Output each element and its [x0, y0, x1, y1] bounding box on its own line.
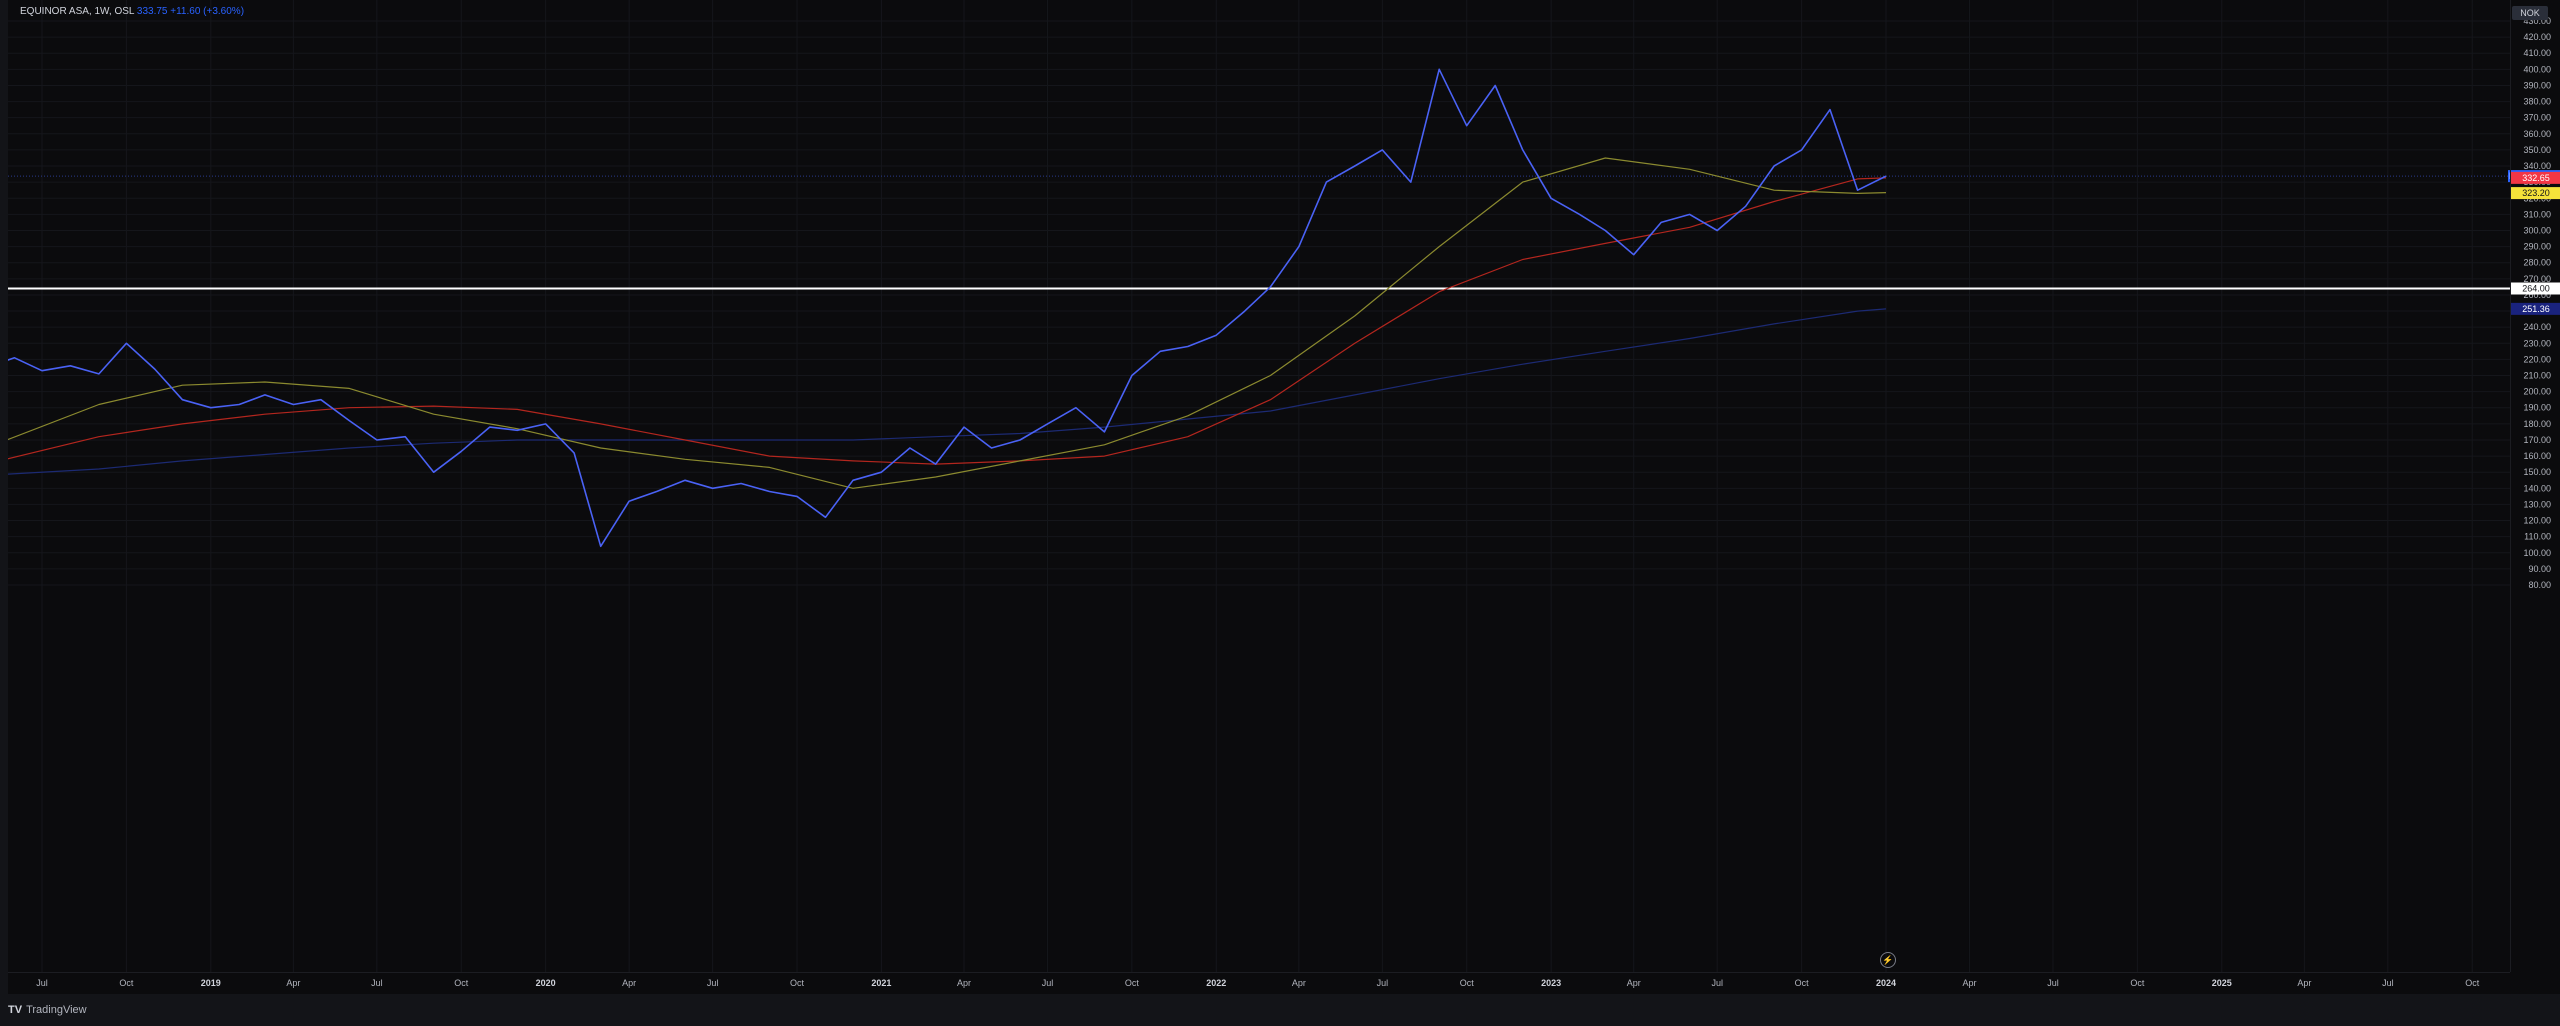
- x-tick-label: Oct: [2465, 978, 2480, 988]
- y-tick-label: 100.00: [2523, 548, 2551, 558]
- y-tick-label: 300.00: [2523, 225, 2551, 235]
- symbol-badge[interactable]: [2508, 170, 2510, 183]
- moving-average-line: [8, 308, 1887, 475]
- x-tick-label: Jul: [2382, 978, 2394, 988]
- y-tick-label: 210.00: [2523, 371, 2551, 381]
- chart-svg[interactable]: EQNR: [8, 0, 2510, 972]
- x-tick-label: Jul: [1711, 978, 1723, 988]
- y-tick-label: 160.00: [2523, 451, 2551, 461]
- x-tick-label: 2020: [536, 978, 556, 988]
- x-tick-label: Oct: [1795, 978, 1810, 988]
- price-badge[interactable]: [2511, 302, 2560, 315]
- price-scale[interactable]: 80.00 90.00 100.00 110.00 120.00 130.00 140.00…: [2510, 0, 2560, 972]
- y-tick-label: 400.00: [2523, 64, 2551, 74]
- tradingview-logo[interactable]: TV TradingView: [8, 1004, 87, 1016]
- y-tick-label: 270.00: [2523, 274, 2551, 284]
- left-edge-bar: [0, 0, 8, 994]
- x-tick-label: Oct: [1460, 978, 1475, 988]
- x-tick-label: Apr: [286, 978, 300, 988]
- x-tick-label: Jul: [2047, 978, 2059, 988]
- y-tick-label: 410.00: [2523, 48, 2551, 58]
- y-tick-label: 360.00: [2523, 129, 2551, 139]
- y-tick-label: 220.00: [2523, 354, 2551, 364]
- y-tick-label: 310.00: [2523, 209, 2551, 219]
- y-tick-label: 390.00: [2523, 80, 2551, 90]
- y-tick-label: 120.00: [2523, 516, 2551, 526]
- moving-average-line: [8, 157, 1887, 489]
- chart-legend[interactable]: EQUINOR ASA, 1W, OSL 333.75 +11.60 (+3.6…: [20, 6, 244, 17]
- y-tick-label: 130.00: [2523, 499, 2551, 509]
- price-badge-value: 323.20: [2522, 188, 2550, 198]
- y-tick-label: 110.00: [2524, 532, 2551, 542]
- symbol-badge-label: EQNR: [2509, 171, 2510, 181]
- y-tick-label: 80.00: [2528, 580, 2551, 590]
- x-tick-label: Oct: [790, 978, 805, 988]
- y-tick-label: 90.00: [2528, 564, 2551, 574]
- y-tick-label: 430.00: [2523, 16, 2551, 26]
- x-tick-label: 2023: [1541, 978, 1561, 988]
- y-tick-label: 290.00: [2523, 242, 2551, 252]
- x-tick-label: Jul: [371, 978, 383, 988]
- currency-badge[interactable]: NOK: [2512, 6, 2548, 20]
- moving-average-line: [8, 177, 1887, 465]
- x-tick-label: Apr: [957, 978, 971, 988]
- brand-label: TradingView: [26, 1004, 87, 1016]
- price-badge[interactable]: [2511, 282, 2560, 295]
- y-tick-label: 200.00: [2523, 387, 2551, 397]
- y-tick-label: 280.00: [2523, 258, 2551, 268]
- x-tick-label: Apr: [1292, 978, 1306, 988]
- y-tick-label: 230.00: [2523, 338, 2551, 348]
- price-badge-value: 264.00: [2522, 283, 2550, 293]
- price-badge[interactable]: [2511, 171, 2560, 184]
- y-tick-label: 380.00: [2523, 97, 2551, 107]
- price-badge[interactable]: [2511, 187, 2560, 200]
- plot-area[interactable]: EQNR EQUINOR ASA, 1W, OSL 333.75 +11.60 …: [8, 0, 2510, 972]
- price-scale-svg[interactable]: 80.00 90.00 100.00 110.00 120.00 130.00 140.00…: [2511, 0, 2560, 972]
- y-tick-label: 350.00: [2523, 145, 2551, 155]
- x-tick-label: 2022: [1206, 978, 1226, 988]
- x-tick-label: Oct: [2130, 978, 2145, 988]
- price-badge-value: 332.65: [2522, 173, 2550, 183]
- x-tick-label: 2024: [1876, 978, 1896, 988]
- time-scale[interactable]: Jul Oct 2019 Apr Jul Oct 2020 Apr Jul Oct 2021 Apr J…: [8, 972, 2510, 993]
- x-tick-label: Oct: [1125, 978, 1140, 988]
- replay-icon[interactable]: ⚡: [1880, 952, 1896, 968]
- y-tick-label: 180.00: [2523, 419, 2551, 429]
- time-scale-svg[interactable]: Jul Oct 2019 Apr Jul Oct 2020 Apr Jul Oct 2021 Apr J…: [8, 973, 2510, 993]
- x-tick-label: Jul: [1377, 978, 1389, 988]
- footer-bar: [0, 994, 2560, 1026]
- x-tick-label: Apr: [1627, 978, 1641, 988]
- x-tick-label: Jul: [707, 978, 719, 988]
- y-tick-label: 150.00: [2523, 467, 2551, 477]
- legend-change: +11.60 (+3.60%): [170, 6, 245, 17]
- y-tick-label: 370.00: [2523, 113, 2551, 123]
- x-tick-label: Apr: [622, 978, 636, 988]
- y-tick-label: 190.00: [2523, 403, 2551, 413]
- y-tick-label: 260.00: [2523, 290, 2551, 300]
- price-series-line: [8, 68, 1887, 548]
- x-tick-label: 2025: [2212, 978, 2232, 988]
- x-tick-label: Apr: [2297, 978, 2311, 988]
- x-tick-label: 2021: [871, 978, 891, 988]
- y-tick-label: 140.00: [2523, 483, 2551, 493]
- x-tick-label: Jul: [36, 978, 48, 988]
- x-tick-label: 2019: [201, 978, 221, 988]
- y-tick-label: 340.00: [2523, 161, 2551, 171]
- x-tick-label: Oct: [454, 978, 469, 988]
- legend-symbol[interactable]: EQUINOR ASA, 1W, OSL: [20, 6, 135, 17]
- x-tick-label: Jul: [1042, 978, 1054, 988]
- y-tick-label: 240.00: [2523, 322, 2551, 332]
- tv-logo-icon: TV: [8, 1004, 23, 1016]
- y-tick-label: 170.00: [2523, 435, 2551, 445]
- y-tick-label: 420.00: [2523, 32, 2551, 42]
- x-tick-label: Apr: [1962, 978, 1976, 988]
- price-badge-value: 251.36: [2522, 304, 2550, 314]
- legend-price: 333.75: [136, 6, 168, 17]
- x-tick-label: Oct: [119, 978, 134, 988]
